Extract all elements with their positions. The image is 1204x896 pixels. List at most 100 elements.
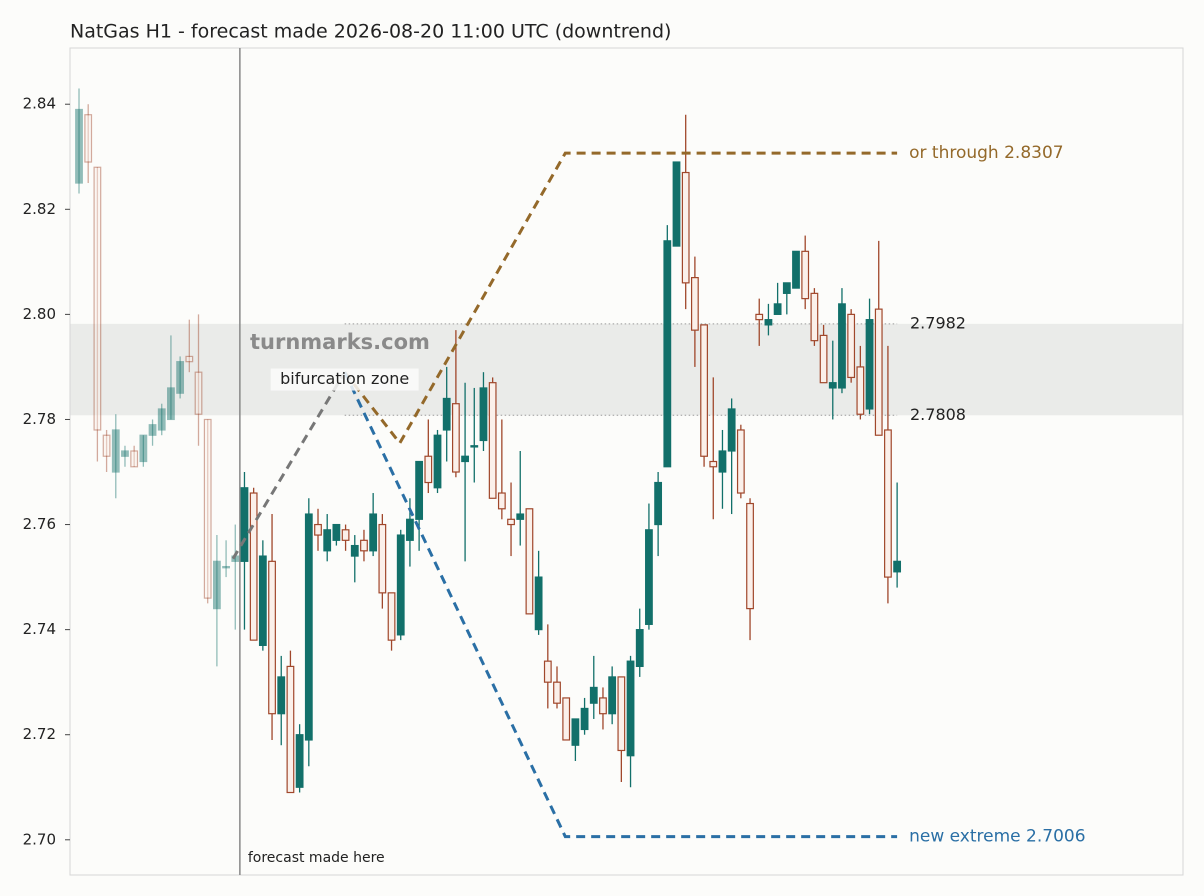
candle-body xyxy=(580,707,589,731)
forecast-path xyxy=(231,371,346,560)
candle-body xyxy=(663,240,672,468)
candle-body xyxy=(507,518,515,526)
candle-body xyxy=(690,277,699,331)
candle-body xyxy=(847,313,856,379)
candle-body xyxy=(828,382,837,389)
candle-body xyxy=(332,523,341,541)
candle-body xyxy=(810,292,819,342)
y-tick-label: 2.70 xyxy=(23,830,56,848)
candle-body xyxy=(121,450,129,457)
candle-body xyxy=(360,539,368,552)
candle-body xyxy=(157,408,166,431)
candle-body xyxy=(617,676,626,752)
candle-body xyxy=(240,487,249,562)
candle-body xyxy=(167,387,175,421)
candle-body xyxy=(258,555,267,646)
watermark: turnmarks.com xyxy=(250,330,430,354)
candle-body xyxy=(102,434,111,457)
candle-body xyxy=(130,450,139,468)
candle-body xyxy=(369,513,378,552)
candle-body xyxy=(819,334,828,384)
candle-body xyxy=(884,429,892,578)
candle-body xyxy=(626,660,635,757)
candle-body xyxy=(442,397,451,431)
candle-body xyxy=(75,108,83,184)
candle-body xyxy=(212,560,221,610)
candle-body xyxy=(268,560,276,715)
zone-level-label: 2.7808 xyxy=(910,405,966,424)
candle-body xyxy=(801,250,810,300)
candle-body xyxy=(424,455,433,484)
candle-body xyxy=(654,481,663,526)
candle-body xyxy=(589,686,598,704)
candle-body xyxy=(415,460,424,520)
candle-body xyxy=(203,418,212,599)
candle-body xyxy=(709,460,718,468)
candle-body xyxy=(84,114,93,163)
candle-body xyxy=(746,502,754,610)
candle-body xyxy=(782,282,791,294)
candle-body xyxy=(893,560,902,573)
zone-level-label: 2.7982 xyxy=(910,313,966,332)
candle-body xyxy=(350,544,359,557)
candle-body xyxy=(599,697,607,715)
y-tick-label: 2.82 xyxy=(23,200,56,218)
candle-body xyxy=(838,303,846,389)
candle-body xyxy=(736,429,745,494)
candle-body xyxy=(139,434,148,463)
candle-body xyxy=(755,313,764,321)
candle-body xyxy=(396,534,405,636)
candle-body xyxy=(543,660,552,683)
candle-body xyxy=(773,303,782,315)
forecast-path-label: new extreme 2.7006 xyxy=(909,827,1085,847)
candle-body xyxy=(525,508,534,615)
candle-body xyxy=(874,308,883,436)
candle-body xyxy=(672,161,681,247)
y-tick-label: 2.74 xyxy=(23,620,56,638)
y-tick-label: 2.76 xyxy=(23,515,56,533)
candle-body xyxy=(406,518,414,541)
candle-body xyxy=(286,665,295,794)
candle-body xyxy=(534,576,543,631)
forecast-path xyxy=(343,151,898,446)
zone-label-bg xyxy=(270,368,419,391)
zone-band xyxy=(70,323,1183,416)
candle-body xyxy=(681,171,690,284)
plot-frame xyxy=(69,47,1184,876)
candle-body xyxy=(718,450,727,473)
candle-body xyxy=(553,681,561,704)
forecast-label: forecast made here xyxy=(248,850,385,866)
y-tick-label: 2.84 xyxy=(23,95,56,113)
candle-body xyxy=(451,403,460,473)
candle-body xyxy=(295,734,304,788)
candle-body xyxy=(645,529,653,625)
candle-body xyxy=(461,455,469,463)
zone-label: bifurcation zone xyxy=(280,369,409,388)
candle-body xyxy=(865,319,874,410)
forecast-path xyxy=(343,371,898,839)
candle-body xyxy=(194,371,203,415)
candle-body xyxy=(249,492,258,641)
candle-body xyxy=(764,319,773,326)
candle-body xyxy=(323,529,332,552)
candle-body xyxy=(608,676,617,715)
candle-body xyxy=(185,355,194,363)
forecast-path-label: or through 2.8307 xyxy=(909,143,1063,163)
candle-body xyxy=(470,445,479,448)
candle-body xyxy=(856,366,865,415)
candle-body xyxy=(700,324,708,457)
candle-body xyxy=(792,250,800,289)
candle-body xyxy=(479,387,488,442)
y-tick-label: 2.72 xyxy=(23,725,56,743)
candle-body xyxy=(497,492,506,510)
chart-title: NatGas H1 - forecast made 2026-08-20 11:… xyxy=(70,21,671,43)
candle-body xyxy=(488,382,497,499)
candle-body xyxy=(378,523,387,594)
candle-body xyxy=(516,513,525,520)
candle-body xyxy=(176,361,185,394)
candle-body xyxy=(387,592,396,641)
candle-body xyxy=(148,424,157,436)
candle-body xyxy=(571,718,580,746)
